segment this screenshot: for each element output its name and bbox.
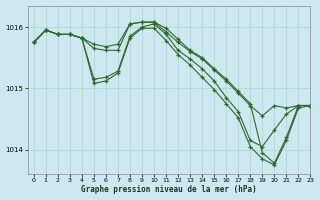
X-axis label: Graphe pression niveau de la mer (hPa): Graphe pression niveau de la mer (hPa) — [81, 185, 257, 194]
